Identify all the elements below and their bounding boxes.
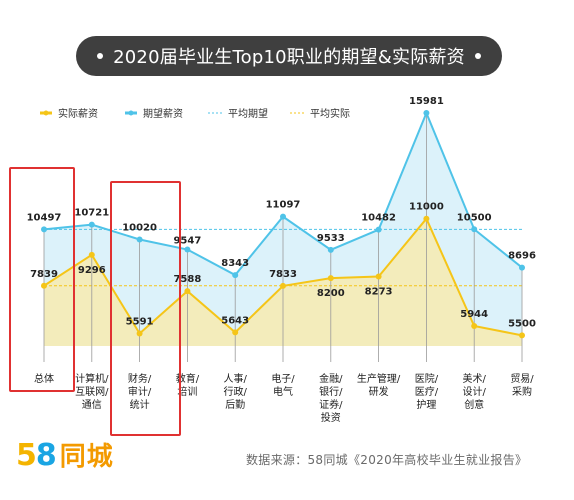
title-dot-right bbox=[474, 53, 481, 59]
expected-point bbox=[232, 272, 239, 279]
category-label: 审计/ bbox=[128, 385, 152, 398]
category-label: 采购 bbox=[512, 385, 532, 398]
actual-point bbox=[232, 329, 239, 336]
expected-point bbox=[41, 226, 47, 233]
expected-value-label: 8343 bbox=[221, 258, 249, 269]
category-label: 行政/ bbox=[224, 385, 248, 398]
expected-value-label: 11097 bbox=[266, 200, 301, 211]
category-label: 电子/ bbox=[271, 372, 295, 385]
expected-value-label: 10482 bbox=[361, 213, 396, 224]
actual-value-label: 11000 bbox=[409, 202, 444, 213]
expected-point bbox=[327, 246, 334, 253]
logo-name: 同城 bbox=[59, 442, 114, 472]
legend-actual-marker bbox=[43, 110, 49, 116]
expected-value-label: 10500 bbox=[457, 212, 492, 223]
actual-value-label: 9296 bbox=[78, 265, 106, 276]
actual-point bbox=[88, 251, 95, 258]
title-dot-left bbox=[97, 53, 104, 59]
actual-point bbox=[280, 282, 286, 289]
category-label: 投资 bbox=[321, 411, 341, 424]
category-label: 通信 bbox=[82, 399, 102, 411]
chart-title: 2020届毕业生Top10职业的期望&实际薪资 bbox=[113, 47, 465, 68]
highlight-box-overall bbox=[9, 167, 75, 392]
actual-point bbox=[136, 330, 143, 337]
expected-point bbox=[375, 226, 382, 233]
category-label: 财务/ bbox=[128, 372, 152, 385]
category-label: 互联网/ bbox=[75, 386, 109, 398]
expected-point bbox=[136, 236, 143, 243]
actual-value-label: 8273 bbox=[365, 287, 393, 298]
logo-digit-5: 5 bbox=[16, 438, 37, 473]
category-label: 培训 bbox=[177, 385, 197, 398]
expected-value-label: 10497 bbox=[27, 212, 62, 223]
category-label: 人事/ bbox=[224, 372, 248, 385]
expected-point bbox=[184, 246, 191, 253]
actual-area bbox=[44, 218, 522, 346]
category-label: 生产管理/ bbox=[357, 372, 401, 385]
expected-value-label: 8696 bbox=[508, 251, 536, 262]
expected-point bbox=[519, 264, 525, 271]
category-label: 设计/ bbox=[463, 385, 487, 398]
expected-point bbox=[88, 221, 95, 228]
actual-value-label: 5944 bbox=[460, 309, 488, 320]
category-label: 医疗/ bbox=[415, 385, 439, 398]
actual-value-label: 7833 bbox=[269, 269, 297, 280]
category-label: 医院/ bbox=[415, 372, 439, 385]
category-label: 贸易/ bbox=[510, 373, 534, 385]
actual-value-label: 5643 bbox=[221, 315, 249, 326]
legend-avg-expected-label: 平均期望 bbox=[228, 107, 268, 120]
expected-point bbox=[471, 226, 478, 233]
actual-value-label: 7839 bbox=[30, 269, 58, 280]
logo-digit-8: 8 bbox=[35, 438, 57, 473]
category-label: 护理 bbox=[416, 398, 436, 411]
actual-point bbox=[519, 332, 525, 339]
legend-actual-label: 实际薪资 bbox=[58, 107, 98, 120]
actual-point bbox=[41, 282, 47, 289]
expected-value-label: 15981 bbox=[409, 96, 444, 107]
expected-value-label: 10721 bbox=[74, 208, 109, 219]
actual-point bbox=[375, 273, 382, 280]
legend-expected-label: 期望薪资 bbox=[143, 107, 183, 120]
expected-value-label: 9533 bbox=[317, 233, 345, 244]
expected-point bbox=[280, 213, 286, 220]
plot-area: 10497 10721 10020 9547 8343 11097 9533 10482 159… bbox=[27, 96, 536, 424]
actual-value-label: 8200 bbox=[317, 288, 345, 299]
category-label: 创意 bbox=[464, 398, 484, 411]
actual-point bbox=[471, 322, 478, 329]
category-label: 后勤 bbox=[225, 398, 245, 411]
legend-avg-actual-label: 平均实际 bbox=[310, 107, 350, 120]
category-label: 总体 bbox=[34, 372, 54, 385]
data-source: 数据来源：58同城《2020年高校毕业生就业报告》 bbox=[246, 451, 527, 468]
expected-value-label: 10020 bbox=[122, 222, 157, 233]
category-label: 银行/ bbox=[319, 385, 343, 398]
category-label: 教育/ bbox=[176, 372, 200, 385]
expected-value-label: 9547 bbox=[173, 236, 201, 247]
highlight-box-finance bbox=[110, 181, 181, 436]
actual-point bbox=[184, 288, 191, 295]
category-label: 美术/ bbox=[463, 372, 487, 385]
category-label: 计算机/ bbox=[75, 372, 109, 385]
actual-value-label: 5500 bbox=[508, 318, 536, 329]
category-label: 金融/ bbox=[319, 372, 343, 385]
actual-point bbox=[327, 275, 334, 282]
category-label: 统计 bbox=[130, 398, 150, 411]
chart-title-banner: 2020届毕业生Top10职业的期望&实际薪资 bbox=[76, 36, 502, 76]
actual-value-label: 5591 bbox=[126, 316, 154, 327]
legend: 实际薪资 期望薪资 平均期望 平均实际 bbox=[40, 107, 350, 120]
category-label: 电气 bbox=[273, 385, 293, 398]
data-source-text: 数据来源：58同城《2020年高校毕业生就业报告》 bbox=[246, 453, 528, 467]
brand-logo: 58 同城 bbox=[16, 436, 114, 473]
expected-point bbox=[423, 110, 430, 116]
category-label: 研发 bbox=[369, 385, 389, 398]
legend-expected-marker bbox=[128, 110, 134, 116]
category-label: 证券/ bbox=[319, 398, 343, 411]
actual-value-label: 7588 bbox=[173, 274, 201, 285]
actual-point bbox=[423, 215, 430, 222]
